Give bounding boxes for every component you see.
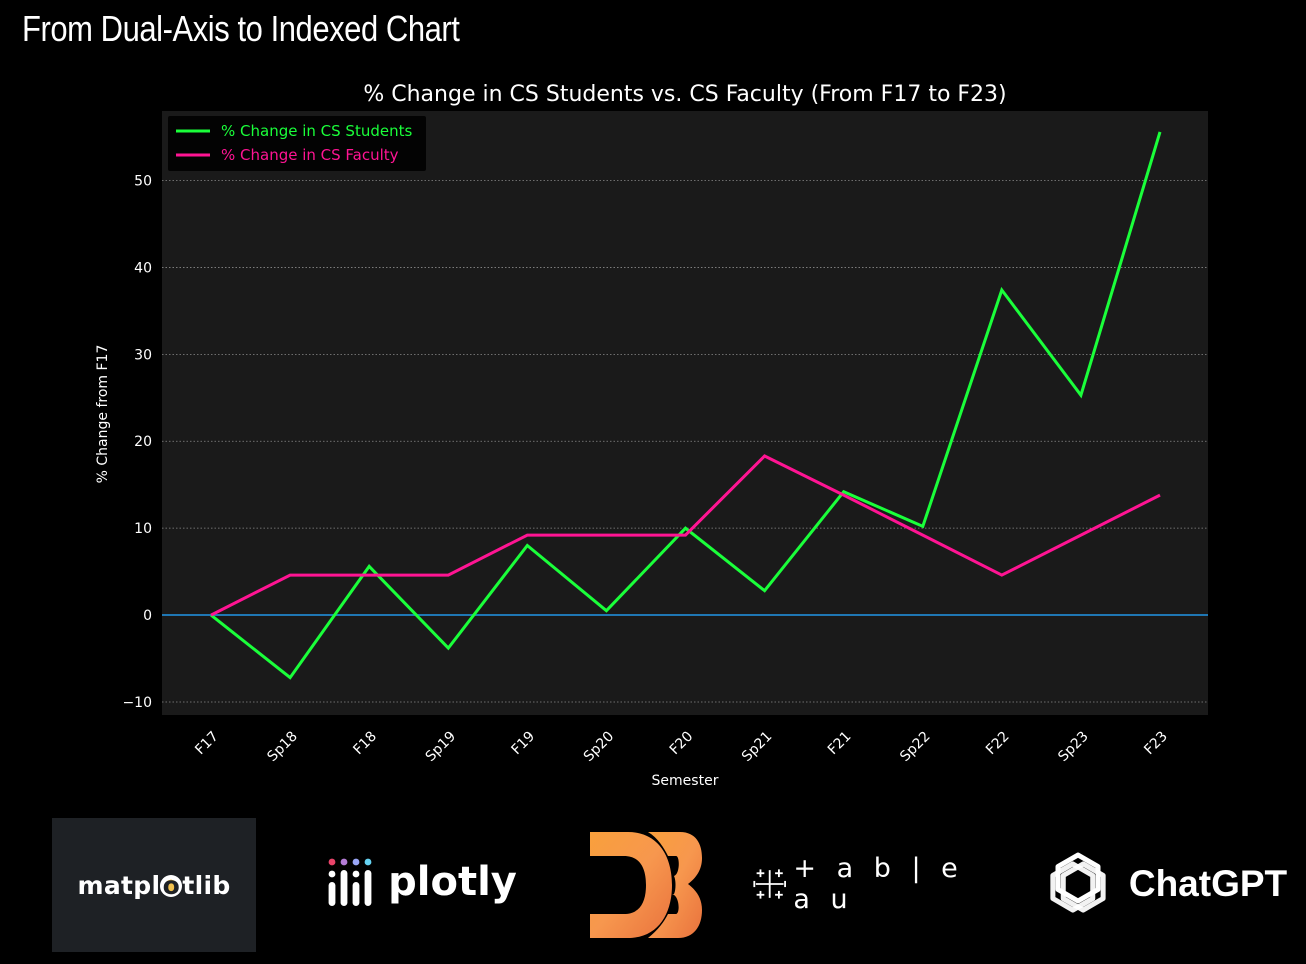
x-axis-ticks: F17 Sp18 F18 Sp19 F19 Sp20 F20 Sp21 F21 Sp22 F22 Sp… [192,729,1171,765]
plot-area [162,111,1208,715]
openai-knot-icon [1050,852,1106,913]
x-tick-label: Sp23 [1055,729,1091,765]
y-axis-label: % Change from F17 [95,345,111,484]
y-axis-ticks: −10 0 10 20 30 40 50 [122,174,152,711]
x-tick-label: Sp18 [264,729,300,765]
plotly-logo: plotly [312,838,527,926]
matplotlib-logo-text: matplotlib [77,870,231,900]
y-tick-label: 30 [134,347,152,363]
matplotlib-logo-o: o [160,873,183,898]
legend-label: % Change in CS Faculty [221,146,399,164]
x-tick-label: Sp19 [423,729,459,765]
d3-logo [588,830,704,940]
tableau-logo-text: + a b | e a u [793,853,964,915]
y-tick-label: 50 [134,174,152,190]
chatgpt-logo-text: ChatGPT [1128,863,1288,904]
x-tick-label: F19 [509,729,539,759]
x-tick-label: F21 [825,729,855,759]
legend: % Change in CS Students % Change in CS Fa… [168,116,426,171]
x-tick-label: F17 [192,729,222,759]
legend-box [168,116,426,171]
legend-label: % Change in CS Students [221,122,412,140]
plotly-mark-icon [328,858,372,906]
tableau-logo: + a b | e a u [752,853,982,915]
chatgpt-logo: ChatGPT [1034,845,1294,923]
chart-title: % Change in CS Students vs. CS Faculty (… [363,82,1006,107]
y-tick-label: 0 [143,608,152,624]
x-tick-label: F22 [983,729,1013,759]
series-lines [210,131,1162,680]
d3-mark-icon [590,832,702,938]
x-tick-label: Sp21 [739,729,775,765]
y-tick-label: 40 [134,260,152,276]
x-tick-label: F18 [350,729,380,759]
plotly-logo-text: plotly [388,859,517,905]
tableau-cross-icon [753,869,787,899]
y-tick-label: 20 [134,434,152,450]
slide-title: From Dual-Axis to Indexed Chart [22,8,460,49]
line-chart: −10 0 10 20 30 40 50 F17 Sp18 F18 Sp19 F19 Sp20 F20 S… [95,82,1208,789]
matplotlib-logo: matplotlib [52,818,256,952]
x-tick-label: Sp22 [897,729,933,765]
y-tick-label: 10 [134,521,152,537]
x-tick-label: F23 [1141,729,1171,759]
x-axis-label: Semester [652,773,719,789]
y-tick-label: −10 [122,695,152,711]
x-tick-label: Sp20 [581,729,617,765]
x-tick-label: F20 [667,729,697,759]
